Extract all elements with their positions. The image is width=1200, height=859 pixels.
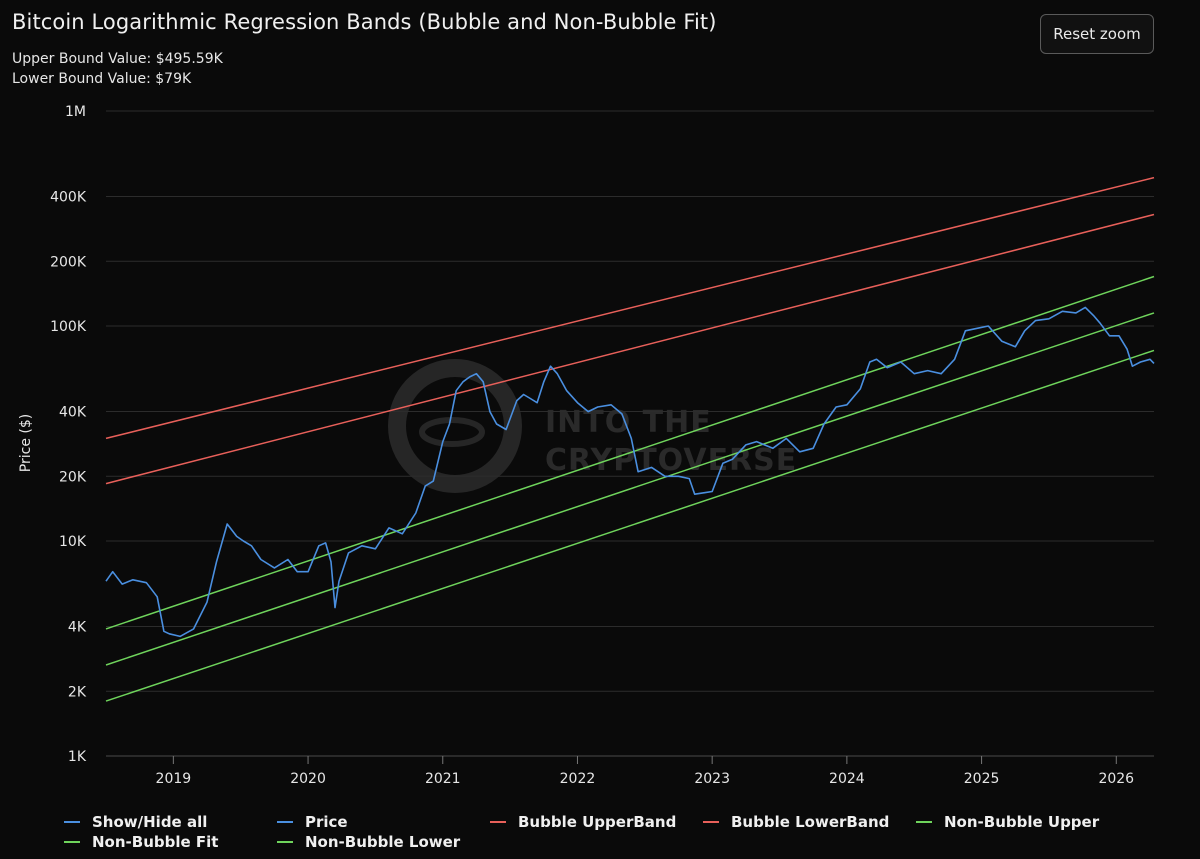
x-tick-label: 2022: [560, 771, 596, 787]
legend-item-bubble-lowerband[interactable]: Bubble LowerBand: [703, 813, 889, 831]
legend-label: Non-Bubble Fit: [92, 833, 219, 851]
y-tick-label: 1M: [65, 104, 86, 120]
watermark-ring: [388, 359, 522, 493]
watermark-orbit: [419, 417, 485, 447]
legend-swatch: [277, 821, 293, 823]
chart-title: Bitcoin Logarithmic Regression Bands (Bu…: [12, 10, 717, 34]
series-line-price[interactable]: [105, 306, 1155, 638]
legend-swatch: [277, 841, 293, 843]
legend-item-non-bubble-upper[interactable]: Non-Bubble Upper: [916, 813, 1099, 831]
x-tick-label: 2024: [829, 771, 865, 787]
y-tick-label: 200K: [50, 254, 87, 270]
legend-swatch: [64, 821, 80, 823]
x-tick-label: 2026: [1098, 771, 1134, 787]
legend-item-price[interactable]: Price: [277, 813, 348, 831]
series-line-non-bubble-fit[interactable]: [105, 312, 1155, 666]
legend-label: Price: [305, 813, 348, 831]
legend-swatch: [490, 821, 506, 823]
legend-item-non-bubble-fit[interactable]: Non-Bubble Fit: [64, 833, 218, 851]
x-tick-label: 2021: [425, 771, 461, 787]
x-tick-label: 2025: [964, 771, 1000, 787]
legend-swatch: [703, 821, 719, 823]
series-line-bubble-upperband[interactable]: [105, 176, 1155, 440]
watermark-logo: INTO THE CRYPTOVERSE: [388, 359, 797, 493]
watermark-text-line2: CRYPTOVERSE: [545, 443, 797, 478]
legend-swatch: [916, 821, 932, 823]
x-tick-label: 2023: [694, 771, 730, 787]
y-tick-label: 10K: [59, 534, 87, 550]
series-line-bubble-lowerband[interactable]: [105, 213, 1155, 485]
y-tick-label: 40K: [59, 405, 87, 421]
watermark-text-line1: INTO THE: [545, 405, 712, 440]
y-tick-label: 20K: [59, 469, 87, 485]
y-tick-label: 1K: [68, 749, 87, 765]
y-tick-label: 100K: [50, 319, 87, 335]
y-tick-label: 2K: [68, 684, 87, 700]
legend-label: Non-Bubble Upper: [944, 813, 1100, 831]
legend-label: Bubble UpperBand: [518, 813, 677, 831]
upper-bound-value: Upper Bound Value: $495.59K: [12, 51, 223, 67]
legend-label: Non-Bubble Lower: [305, 833, 461, 851]
lower-bound-value: Lower Bound Value: $79K: [12, 71, 192, 87]
y-tick-label: 4K: [68, 620, 87, 636]
series-line-non-bubble-lower[interactable]: [105, 349, 1155, 702]
legend-label: Show/Hide all: [92, 813, 208, 831]
legend-item-show-hide-all[interactable]: Show/Hide all: [64, 813, 207, 831]
legend-swatch: [64, 841, 80, 843]
legend-label: Bubble LowerBand: [731, 813, 890, 831]
series-line-non-bubble-upper[interactable]: [105, 275, 1155, 630]
x-tick-label: 2020: [290, 771, 326, 787]
y-tick-label: 400K: [50, 190, 87, 206]
reset-zoom-button[interactable]: Reset zoom: [1040, 14, 1154, 54]
legend-item-bubble-upperband[interactable]: Bubble UpperBand: [490, 813, 676, 831]
x-tick-label: 2019: [156, 771, 192, 787]
legend-item-non-bubble-lower[interactable]: Non-Bubble Lower: [277, 833, 460, 851]
